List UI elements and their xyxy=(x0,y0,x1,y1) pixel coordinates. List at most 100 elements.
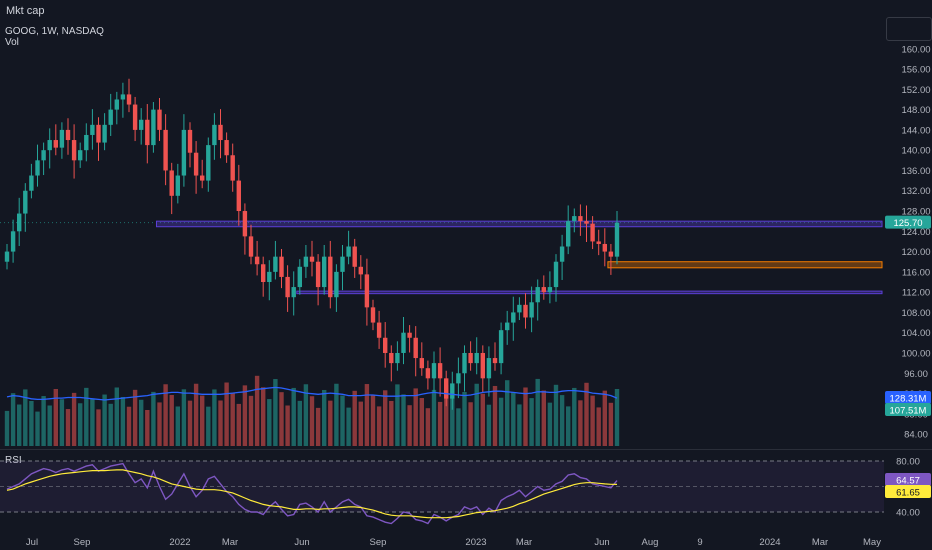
volume-bar xyxy=(584,382,589,446)
volume-bar xyxy=(352,390,357,446)
candle-body xyxy=(376,322,382,338)
volume-bar xyxy=(480,393,485,446)
candle-body xyxy=(35,160,40,176)
volume-bar xyxy=(65,409,71,446)
rsi-axis-tick: 40.00 xyxy=(896,508,920,519)
volume-bar xyxy=(590,395,595,446)
volume-bar xyxy=(523,387,528,446)
volume-ma-label: 128.31M xyxy=(890,394,927,405)
volume-bar xyxy=(413,388,418,446)
volume-bar xyxy=(505,380,510,446)
time-axis-tick: 2024 xyxy=(759,537,780,548)
candle-body xyxy=(578,216,583,222)
candle-body xyxy=(10,231,16,252)
time-axis-tick: Sep xyxy=(74,537,91,548)
volume-bar xyxy=(517,404,522,446)
candle-body xyxy=(267,271,272,282)
volume-bar xyxy=(29,401,34,446)
candle-body xyxy=(187,129,193,153)
candle-body xyxy=(602,243,607,252)
candle-body xyxy=(480,352,485,379)
volume-bar xyxy=(187,400,193,446)
volume-bar xyxy=(486,404,492,446)
volume-label-bg xyxy=(885,403,931,416)
price-axis-tick: 160.00 xyxy=(901,44,930,55)
candle-body xyxy=(559,246,565,262)
candle-body xyxy=(90,124,95,135)
rsi-ma-value-label: 61.65 xyxy=(896,488,920,499)
volume-bar xyxy=(157,402,162,446)
candle-body xyxy=(383,337,388,353)
volume-bar xyxy=(498,397,504,446)
candle-body xyxy=(328,256,333,298)
candle-body xyxy=(505,322,510,331)
volume-bar xyxy=(322,389,327,446)
time-axis-tick: Sep xyxy=(370,537,387,548)
price-axis-tick: 104.00 xyxy=(901,328,930,339)
candle-body xyxy=(315,261,321,288)
price-axis-tick: 116.00 xyxy=(902,267,930,278)
candle-body xyxy=(236,180,241,212)
candle-body xyxy=(139,119,144,130)
candle-body xyxy=(584,221,589,224)
volume-bar xyxy=(578,400,583,446)
volume-bar xyxy=(248,395,254,446)
candle-body xyxy=(529,302,534,318)
candle-body xyxy=(303,256,309,267)
volume-bar xyxy=(291,387,296,446)
volume-bar xyxy=(267,399,272,446)
candle-body xyxy=(151,109,156,146)
market-cap-label[interactable]: Mkt cap xyxy=(6,5,45,17)
candle-body xyxy=(157,109,162,130)
price-axis-tick: 108.00 xyxy=(901,308,930,319)
candle-body xyxy=(102,124,107,143)
candle-body xyxy=(41,150,46,161)
candle-body xyxy=(291,287,296,298)
volume-bar xyxy=(425,408,431,446)
volume-bar xyxy=(279,392,284,446)
price-axis-top-box[interactable] xyxy=(886,17,932,41)
volume-bar xyxy=(364,384,370,446)
rsi-value-label-bg xyxy=(885,473,931,486)
candle-body xyxy=(59,129,65,148)
volume-bar xyxy=(346,407,351,446)
candle-body xyxy=(523,304,528,318)
rsi-label: RSI xyxy=(5,455,22,466)
candle-body xyxy=(566,221,571,247)
volume-bar xyxy=(328,400,333,446)
volume-bar xyxy=(492,385,498,446)
candle-body xyxy=(200,175,205,181)
volume-bar xyxy=(254,375,260,446)
candle-body xyxy=(401,332,406,353)
volume-bar xyxy=(474,383,479,446)
volume-bar xyxy=(553,384,559,446)
volume-bar xyxy=(462,392,467,446)
volume-bar xyxy=(358,401,363,446)
candle-body xyxy=(590,223,595,242)
candle-body xyxy=(389,352,394,364)
candle-body xyxy=(614,222,620,257)
candle-body xyxy=(309,256,315,262)
volume-bar xyxy=(206,406,211,446)
candle-body xyxy=(352,246,357,267)
candle-body xyxy=(163,129,168,171)
price-axis-tick: 152.00 xyxy=(901,85,930,96)
volume-bar xyxy=(163,384,168,446)
volume-bar xyxy=(151,391,156,446)
volume-bar xyxy=(437,401,443,446)
candle-body xyxy=(4,251,10,262)
candle-body xyxy=(206,145,211,181)
price-axis-tick: 112.00 xyxy=(902,288,930,299)
volume-bar xyxy=(334,383,339,446)
rsi-axis-tick: 80.00 xyxy=(896,457,920,468)
price-axis-tick: 100.00 xyxy=(901,348,930,359)
time-axis-tick: Aug xyxy=(642,537,659,548)
volume-bar xyxy=(108,403,113,446)
candle-body xyxy=(370,307,376,323)
volume-bar xyxy=(10,393,16,446)
candle-body xyxy=(273,256,278,272)
volume-bar xyxy=(559,395,565,446)
volume-bar xyxy=(139,399,144,446)
candle-body xyxy=(23,190,28,214)
